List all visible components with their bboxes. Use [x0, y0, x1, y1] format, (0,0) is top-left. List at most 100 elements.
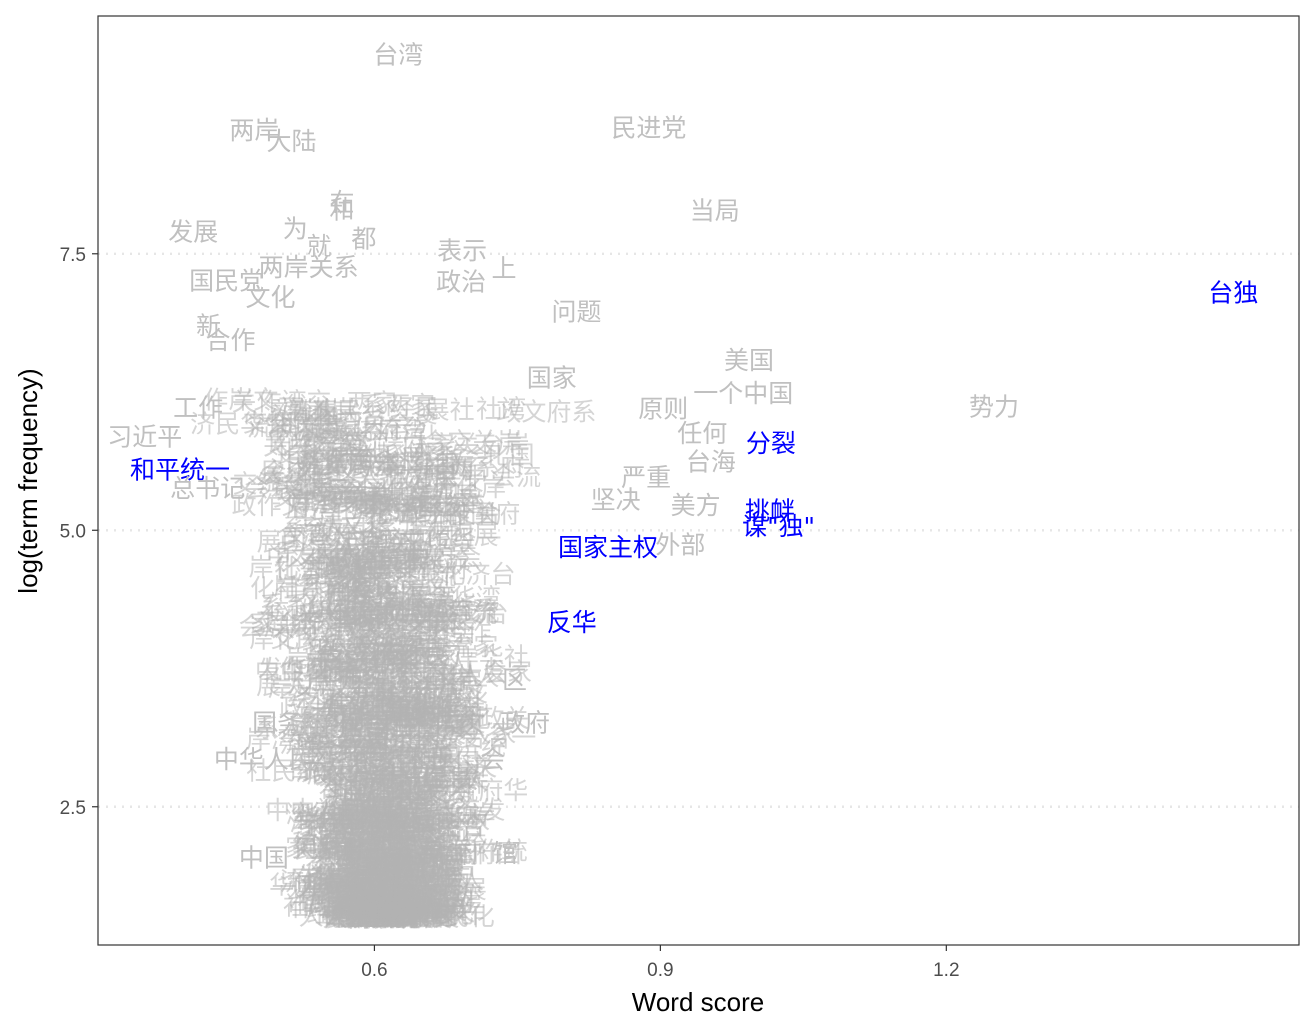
cloud-word: 关系中 [363, 648, 438, 677]
word-label-12: 国民党 [189, 266, 264, 295]
cloud-word: 化会 [369, 899, 419, 928]
cloud-word: 关文 [332, 800, 382, 829]
cloud-word: 人作流 [300, 599, 375, 628]
word-label-13: 两岸关系 [259, 253, 359, 282]
cloud-word: 人两民化 [323, 903, 423, 932]
cloud-word: 化系会合 [386, 813, 486, 842]
cloud-word: 化国民 [330, 892, 405, 921]
cloud-word: 两家台系 [318, 650, 418, 679]
cloud-word: 系华 [337, 560, 387, 589]
cloud-word: 合湾 [408, 535, 458, 564]
cloud-word: 合两经化 [374, 899, 474, 928]
cloud-word: 湾交经统 [360, 816, 460, 845]
cloud-word: 文民国台 [341, 866, 441, 895]
cloud-word: 系两 [373, 804, 423, 833]
cloud-word: 会两流济 [345, 901, 445, 930]
cloud-word: 一政家发 [350, 892, 450, 921]
cloud-word: 人国 [372, 744, 422, 773]
cloud-word: 岸国民 [387, 744, 462, 773]
cloud-word: 经统家国 [302, 876, 402, 905]
cloud-word: 系济 [282, 513, 332, 542]
cloud-word: 府会政关 [429, 704, 529, 733]
cloud-word: 经两 [424, 455, 474, 484]
cloud-word: 化经中 [334, 600, 409, 629]
cloud-word: 湾化 [311, 750, 361, 779]
cloud-word: 湾岸社 [360, 762, 435, 791]
cloud-word: 发关两 [299, 874, 374, 903]
cloud-word: 民华流家 [334, 846, 434, 875]
cloud-word: 发家 [342, 578, 392, 607]
cloud-word: 台合两 [400, 881, 475, 910]
cloud-word: 经台中一 [256, 467, 356, 496]
cloud-word: 会社合 [347, 901, 422, 930]
cloud-word: 岸民 [396, 698, 446, 727]
cloud-word: 民岸 [326, 903, 376, 932]
cloud-word: 经统台交 [292, 811, 392, 840]
cloud-word: 湾家民湾 [300, 451, 400, 480]
cloud-word: 济民发社 [344, 675, 444, 704]
cloud-word: 中中社社 [265, 796, 365, 825]
cloud-word: 交作 [380, 813, 430, 842]
cloud-word: 台台 [357, 794, 407, 823]
cloud-word: 展社 [367, 901, 417, 930]
cloud-word: 济济 [365, 882, 415, 911]
cloud-word: 台经 [386, 702, 436, 731]
cloud-word: 流家中流 [397, 599, 497, 628]
cloud-word: 一系台 [344, 902, 419, 931]
cloud-word: 家关家经 [298, 811, 398, 840]
cloud-word: 作岸发展 [361, 889, 461, 918]
cloud-word: 岸化一 [327, 687, 402, 716]
cloud-word: 系府流济 [353, 850, 453, 879]
cloud-word: 华展 [355, 793, 405, 822]
highlight-word-16: 台独 [1208, 278, 1258, 307]
cloud-word: 岸展家合 [289, 488, 389, 517]
cloud-word: 岸化会政 [249, 553, 349, 582]
cloud-word: 发展岸 [400, 609, 475, 638]
cloud-word: 流济 [359, 567, 409, 596]
cloud-word: 统两系 [331, 886, 406, 915]
cloud-word: 系统 [330, 806, 380, 835]
highlight-word-36: 挑衅 [745, 496, 795, 525]
cloud-word: 经作政岸 [306, 899, 406, 928]
cloud-word: 化济一 [368, 498, 443, 527]
cloud-word: 政会国 [279, 693, 354, 722]
cloud-word: 岸文作关 [268, 673, 368, 702]
cloud-word: 湾家 [407, 462, 457, 491]
cloud-word: 作系关交 [279, 655, 379, 684]
cloud-word: 家湾 [402, 739, 452, 768]
word-label-46: 馆 [492, 839, 517, 868]
cloud-word: 发中社 [348, 854, 423, 883]
word-label-4: 当局 [690, 197, 740, 226]
cloud-word: 文流华发 [352, 903, 452, 932]
cloud-word: 系政化岸 [374, 715, 474, 744]
cloud-word: 统政政 [264, 597, 339, 626]
cloud-word: 华国会 [409, 480, 484, 509]
cloud-word: 作华一 [290, 893, 365, 922]
cloud-word: 中台两 [330, 817, 405, 846]
cloud-word: 会民作 [390, 699, 465, 728]
cloud-word: 流台 [377, 415, 427, 444]
cloud-word: 济民 [384, 903, 434, 932]
cloud-word: 国展家发 [333, 484, 433, 513]
cloud-word: 政关 [400, 779, 450, 808]
cloud-word: 家交台 [301, 705, 376, 734]
cloud-word: 两交两 [365, 895, 440, 924]
cloud-word: 济家 [295, 758, 345, 787]
highlight-word-29: 分裂 [746, 429, 796, 458]
cloud-word: 民关中 [307, 637, 382, 666]
cloud-word: 会府府 [381, 683, 456, 712]
cloud-word: 作府 [419, 554, 469, 583]
cloud-word: 交一家 [273, 483, 348, 512]
x-axis-title: Word score [632, 987, 764, 1017]
cloud-word: 文文华民 [342, 618, 442, 647]
cloud-word: 家济 [354, 452, 404, 481]
cloud-word: 政济 [418, 843, 468, 872]
cloud-word: 岸岸岸 [281, 396, 356, 425]
cloud-word: 岸社济 [343, 793, 418, 822]
cloud-word: 交文府 [350, 495, 425, 524]
cloud-word: 经一系 [325, 860, 400, 889]
cloud-word: 民合展文 [261, 458, 361, 487]
cloud-word: 社会政家 [376, 684, 476, 713]
cloud-word: 流会台发 [291, 711, 391, 740]
cloud-word: 关华流人 [292, 833, 392, 862]
